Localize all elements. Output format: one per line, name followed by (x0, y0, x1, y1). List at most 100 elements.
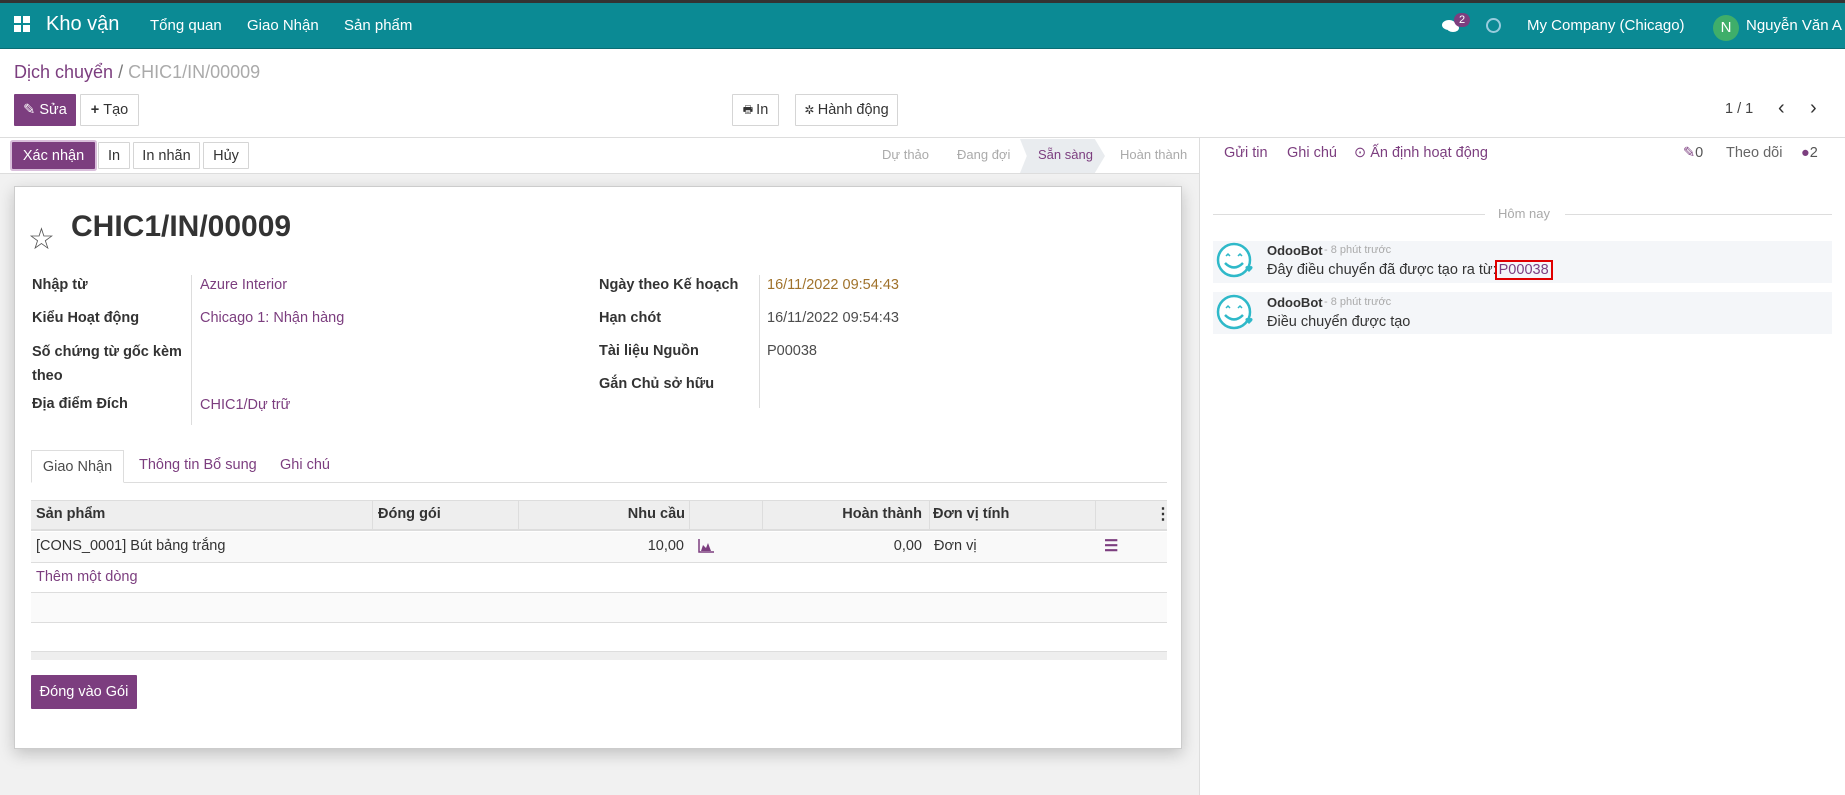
partner-link[interactable]: Azure Interior (200, 277, 288, 293)
divider (0, 137, 1845, 138)
breadcrumb: Dịch chuyển / CHIC1/IN/00009 (14, 62, 260, 83)
apps-menu-icon[interactable] (14, 16, 30, 37)
cancel-button[interactable]: Hủy (203, 142, 249, 169)
message-body: Đây điều chuyển đã được tạo ra từ: P00038 (1267, 260, 1553, 280)
app-name[interactable]: Kho vận (46, 13, 120, 35)
label-deadline: Hạn chót (599, 310, 662, 326)
col-dividers (762, 501, 763, 530)
label-source-doc: Tài liệu Nguồn (599, 343, 699, 359)
breadcrumb-current: CHIC1/IN/00009 (128, 62, 261, 82)
gear-icon: ✲ (804, 103, 818, 117)
edit-button[interactable]: ✎ Sửa (14, 94, 76, 126)
paperclip-icon: ✎ (1683, 145, 1696, 161)
plus-icon: + (90, 102, 104, 118)
stage-ready-label: Sẵn sàng (1038, 147, 1093, 162)
forecast-chart-icon[interactable] (698, 539, 714, 557)
col-done[interactable]: Hoàn thành (842, 506, 922, 522)
label-nhap-tu: Nhập từ (32, 277, 88, 293)
pencil-icon: ✎ (23, 102, 40, 118)
divider (759, 275, 760, 408)
print-button[interactable]: 🖶 In (732, 94, 779, 126)
user-avatar[interactable]: N (1713, 15, 1739, 41)
label-scheduled-date: Ngày theo Kế hoạch (599, 277, 739, 293)
pager-value[interactable]: 1 / 1 (1725, 101, 1754, 117)
create-button[interactable]: + Tạo (80, 94, 139, 126)
put-in-pack-button[interactable]: Đóng vào Gói (31, 675, 137, 709)
stage-draft: Dự thảo (882, 147, 930, 162)
deadline[interactable]: 16/11/2022 09:54:43 (767, 310, 899, 326)
log-note-button[interactable]: Ghi chú (1287, 145, 1337, 161)
detailed-operations-icon[interactable]: ☰ (1104, 538, 1119, 555)
row-demand[interactable]: 10,00 (647, 538, 684, 554)
menu-tong-quan[interactable]: Tổng quan (150, 17, 222, 34)
operation-type-link[interactable]: Chicago 1: Nhận hàng (200, 310, 345, 326)
divider (1213, 214, 1485, 215)
follow-button[interactable]: Theo dõi (1726, 145, 1783, 161)
row-product[interactable]: [CONS_0001] Bút bảng trắng (36, 538, 226, 554)
attachments-button[interactable]: ✎0 (1683, 145, 1704, 161)
record-title: CHIC1/IN/00009 (71, 210, 292, 243)
chatter-divider (1199, 138, 1200, 795)
table-empty-row (31, 592, 1167, 623)
col-dividers (518, 501, 519, 530)
message-time: - 8 phút trước (1324, 244, 1392, 256)
source-link-highlighted[interactable]: P00038 (1494, 260, 1553, 280)
clock-icon: ⊙ (1354, 145, 1371, 161)
stage-ready (1020, 139, 1105, 173)
statusbar (0, 138, 1200, 174)
company-switcher[interactable]: My Company (Chicago) (1527, 17, 1685, 34)
col-uom[interactable]: Đơn vị tính (933, 506, 1010, 522)
tab-giao-nhan[interactable]: Giao Nhận (31, 450, 124, 483)
message-body: Điều chuyển được tạo (1267, 314, 1411, 330)
send-message-button[interactable]: Gửi tin (1224, 145, 1268, 161)
message-author: OdooBot (1267, 295, 1323, 310)
col-package[interactable]: Đóng gói (378, 506, 441, 522)
add-line-link[interactable]: Thêm một dòng (36, 569, 138, 585)
date-separator: Hôm nay (1498, 206, 1551, 221)
confirm-button[interactable]: Xác nhận (12, 142, 95, 169)
label-owner: Gắn Chủ sở hữu (599, 376, 715, 392)
print-status-button[interactable]: In (98, 142, 130, 169)
message-author: OdooBot (1267, 243, 1323, 258)
breadcrumb-parent[interactable]: Dịch chuyển (14, 62, 114, 82)
messages-icon[interactable] (1442, 18, 1460, 38)
row-uom[interactable]: Đơn vị (934, 538, 977, 554)
action-button[interactable]: ✲ Hành động (795, 94, 898, 126)
printer-icon: 🖶 (742, 103, 757, 116)
column-options-icon[interactable]: ⋮ (1155, 506, 1171, 523)
stage-done: Hoàn thành (1120, 147, 1188, 162)
message-item (1213, 292, 1832, 334)
table-footer (31, 651, 1167, 660)
star-icon[interactable]: ☆ (28, 223, 55, 256)
pager-next-icon[interactable]: › (1810, 97, 1817, 119)
print-labels-button[interactable]: In nhãn (133, 142, 200, 169)
destination-link[interactable]: CHIC1/Dự trữ (200, 397, 291, 413)
schedule-activity-button[interactable]: ⊙ Ấn định hoạt động (1354, 145, 1488, 161)
followers-button[interactable]: ●2 (1801, 145, 1818, 161)
top-navbar: Kho vận Tổng quan Giao Nhận Sản phẩm 2 M… (0, 0, 1845, 49)
row-done[interactable]: 0,00 (893, 538, 922, 554)
col-product[interactable]: Sản phẩm (36, 506, 106, 522)
tab-additional-info[interactable]: Thông tin Bổ sung (139, 457, 257, 473)
label-operation-type: Kiểu Hoạt động (32, 310, 140, 326)
breadcrumb-separator: / (118, 62, 124, 82)
message-item (1213, 241, 1832, 283)
odoobot-avatar-icon (1216, 293, 1254, 335)
source-doc[interactable]: P00038 (767, 343, 817, 359)
table-row[interactable] (31, 532, 1167, 563)
menu-giao-nhan[interactable]: Giao Nhận (247, 17, 319, 34)
user-name[interactable]: Nguyễn Văn A (1746, 17, 1842, 34)
activity-clock-icon[interactable] (1486, 18, 1501, 33)
pager-prev-icon[interactable]: ‹ (1778, 97, 1785, 119)
col-dividers (1095, 501, 1096, 530)
col-demand[interactable]: Nhu cầu (627, 506, 685, 522)
col-dividers (929, 501, 930, 530)
tabs-border (31, 482, 1167, 483)
col-dividers (689, 501, 690, 530)
tab-notes[interactable]: Ghi chú (280, 457, 330, 473)
menu-san-pham[interactable]: Sản phẩm (344, 17, 413, 34)
divider (191, 275, 192, 425)
stage-waiting: Đang đợi (957, 147, 1011, 162)
col-dividers (372, 501, 373, 530)
scheduled-date[interactable]: 16/11/2022 09:54:43 (767, 277, 899, 293)
